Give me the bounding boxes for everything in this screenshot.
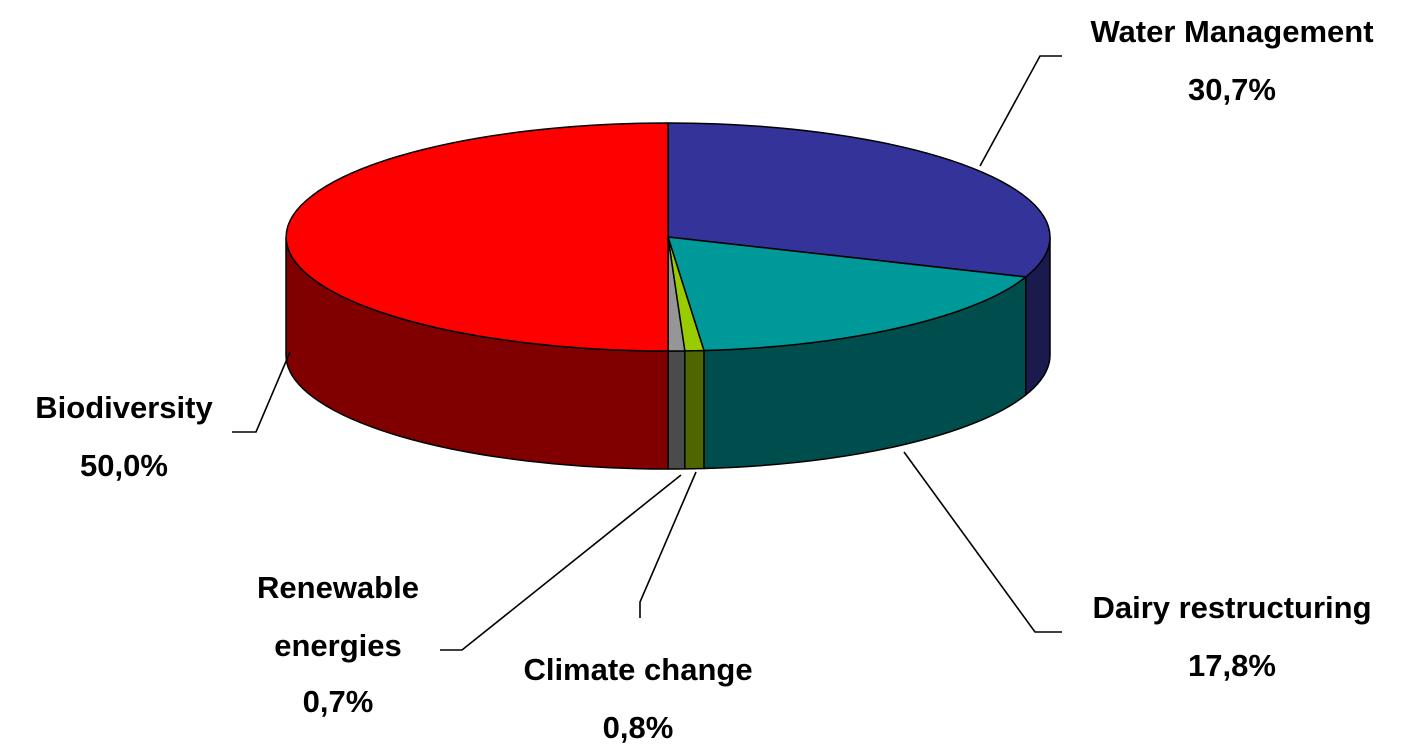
slice-value-dairy-restructuring: 17,8% (1188, 648, 1276, 683)
pie-tops (285, 122, 1051, 352)
slice-label-dairy-restructuring: Dairy restructuring (1092, 590, 1371, 625)
slice-label-water-management: Water Management (1090, 14, 1373, 49)
leader-lines (232, 55, 1062, 651)
pie-slice-water-management (667, 122, 1051, 278)
slice-value-renewable-energies: 0,7% (303, 684, 374, 719)
leader-line-water-management (979, 55, 1062, 167)
slice-label-climate-change: Climate change (523, 652, 752, 687)
slice-label-renewable-energies-line1: Renewable (257, 570, 419, 605)
leader-line-dairy-restructuring (903, 451, 1062, 633)
label-water-management: Water Management 30,7% (1090, 14, 1373, 107)
pie-slice-biodiversity (285, 122, 669, 352)
label-biodiversity: Biodiversity 50,0% (35, 390, 213, 483)
label-climate-change: Climate change 0,8% (523, 652, 752, 744)
slice-label-renewable-energies-line2: energies (274, 628, 402, 663)
leader-line-climate-change (639, 471, 697, 618)
pie-slice-dairy-restructuring (667, 236, 1027, 352)
slice-value-climate-change: 0,8% (603, 710, 674, 744)
pie-sides (285, 236, 1051, 470)
leader-line-renewable-energies (440, 474, 682, 651)
leader-line-biodiversity (232, 351, 291, 433)
label-dairy-restructuring: Dairy restructuring 17,8% (1092, 590, 1371, 683)
pie-side-climate-change (684, 349, 705, 470)
slice-value-water-management: 30,7% (1188, 72, 1276, 107)
slice-label-biodiversity: Biodiversity (35, 390, 213, 425)
slice-value-biodiversity: 50,0% (80, 448, 168, 483)
pie-side-renewable-energies (667, 350, 686, 470)
label-renewable-energies: Renewable energies 0,7% (257, 570, 419, 719)
